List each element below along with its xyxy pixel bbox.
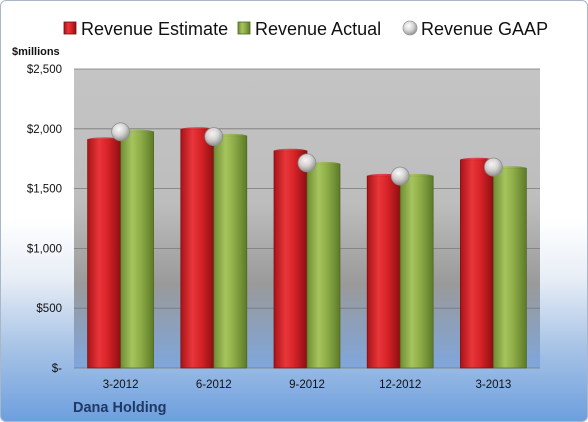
legend-swatch-estimate xyxy=(63,21,77,35)
bar-revenue-estimate-cap xyxy=(460,157,494,163)
legend-swatch-gaap xyxy=(402,20,418,36)
x-tick-label: 12-2012 xyxy=(379,379,421,391)
y-tick-label: $1,000 xyxy=(27,243,62,255)
y-axis-ticks: $- $500 $1,000 $1,500 $2,000 $2,500 xyxy=(27,64,62,375)
marker-revenue-gaap xyxy=(297,153,317,173)
bar-revenue-estimate-cap xyxy=(180,127,214,132)
x-axis-ticks: 3-2012 6-2012 9-2012 12-2012 3-2013 xyxy=(103,379,512,391)
legend-label-actual: Revenue Actual xyxy=(255,19,381,39)
bar-revenue-estimate xyxy=(87,139,121,369)
y-axis-unit-label: $millions xyxy=(12,46,60,58)
company-name: Dana Holding xyxy=(73,400,166,416)
bar-revenue-estimate-cap xyxy=(274,148,307,154)
x-tick-label: 6-2012 xyxy=(196,379,232,391)
gaap-markers xyxy=(111,122,503,186)
bar-revenue-actual xyxy=(213,135,248,369)
bar-revenue-estimate xyxy=(273,150,308,369)
bar-revenue-actual xyxy=(306,163,341,369)
bar-revenue-actual xyxy=(399,175,434,369)
marker-revenue-gaap xyxy=(390,166,410,186)
legend-label-gaap: Revenue GAAP xyxy=(421,19,548,39)
bar-revenue-estimate xyxy=(460,159,494,369)
bar-revenue-estimate xyxy=(366,175,401,369)
x-tick-label: 3-2013 xyxy=(475,379,511,391)
marker-revenue-gaap xyxy=(111,122,130,142)
y-tick-label: $500 xyxy=(36,303,62,315)
y-tick-label: $2,000 xyxy=(27,124,62,136)
bar-revenue-actual xyxy=(493,167,527,369)
bar-revenue-actual xyxy=(120,131,154,369)
y-tick-label: $- xyxy=(52,363,62,375)
x-tick-label: 9-2012 xyxy=(289,379,325,391)
bars xyxy=(87,127,527,369)
y-tick-label: $1,500 xyxy=(27,184,62,196)
marker-revenue-gaap xyxy=(483,157,503,177)
legend: Revenue Estimate Revenue Actual Revenue … xyxy=(63,19,548,39)
bar-revenue-estimate xyxy=(180,129,215,369)
legend-swatch-actual xyxy=(237,21,251,35)
bar-revenue-estimate-cap xyxy=(87,137,121,142)
y-tick-label: $2,500 xyxy=(27,64,62,76)
legend-label-estimate: Revenue Estimate xyxy=(81,19,228,39)
marker-revenue-gaap xyxy=(204,127,224,146)
x-tick-label: 3-2012 xyxy=(103,379,139,391)
